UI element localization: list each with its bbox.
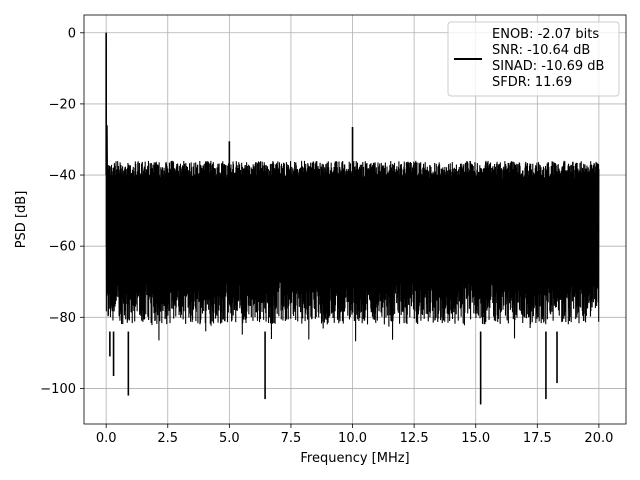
- legend-sfdr: SFDR: 11.69: [492, 75, 572, 90]
- legend-sinad: SINAD: -10.69 dB: [492, 59, 604, 74]
- legend-box: [447, 21, 620, 97]
- y-tick-label: −80: [49, 311, 76, 326]
- psd-trace: [105, 32, 600, 405]
- y-tick-label: −60: [49, 240, 76, 255]
- x-axis-label: Frequency [MHz]: [300, 451, 409, 466]
- psd-series-line: [105, 32, 600, 342]
- plot-frame: [83, 14, 627, 425]
- y-tick-label: −100: [40, 382, 76, 397]
- y-tick-label: −40: [49, 169, 76, 184]
- x-tick-label: 5.0: [219, 431, 240, 446]
- legend-snr: SNR: -10.64 dB: [492, 43, 590, 58]
- x-tick-label: 2.5: [157, 431, 178, 446]
- x-tick-label: 0.0: [96, 431, 117, 446]
- x-tick-label: 12.5: [400, 431, 429, 446]
- y-axis-label: PSD [dB]: [14, 191, 29, 249]
- legend: ENOB: -2.07 bits SNR: -10.64 dB SINAD: -…: [447, 21, 620, 97]
- x-tick-label: 10.0: [338, 431, 367, 446]
- x-tick-label: 17.5: [523, 431, 552, 446]
- y-tick-label: −20: [49, 97, 76, 112]
- x-tick-label: 15.0: [461, 431, 490, 446]
- x-tick-label: 20.0: [584, 431, 613, 446]
- legend-enob: ENOB: -2.07 bits: [492, 27, 599, 42]
- x-tick-label: 7.5: [281, 431, 302, 446]
- y-tick-label: 0: [68, 26, 76, 41]
- axis-ticks: 0.0 2.5 5.0 7.5 10.0 12.5 15.0 17.5 20.0 0 −20 −40 −…: [40, 26, 613, 446]
